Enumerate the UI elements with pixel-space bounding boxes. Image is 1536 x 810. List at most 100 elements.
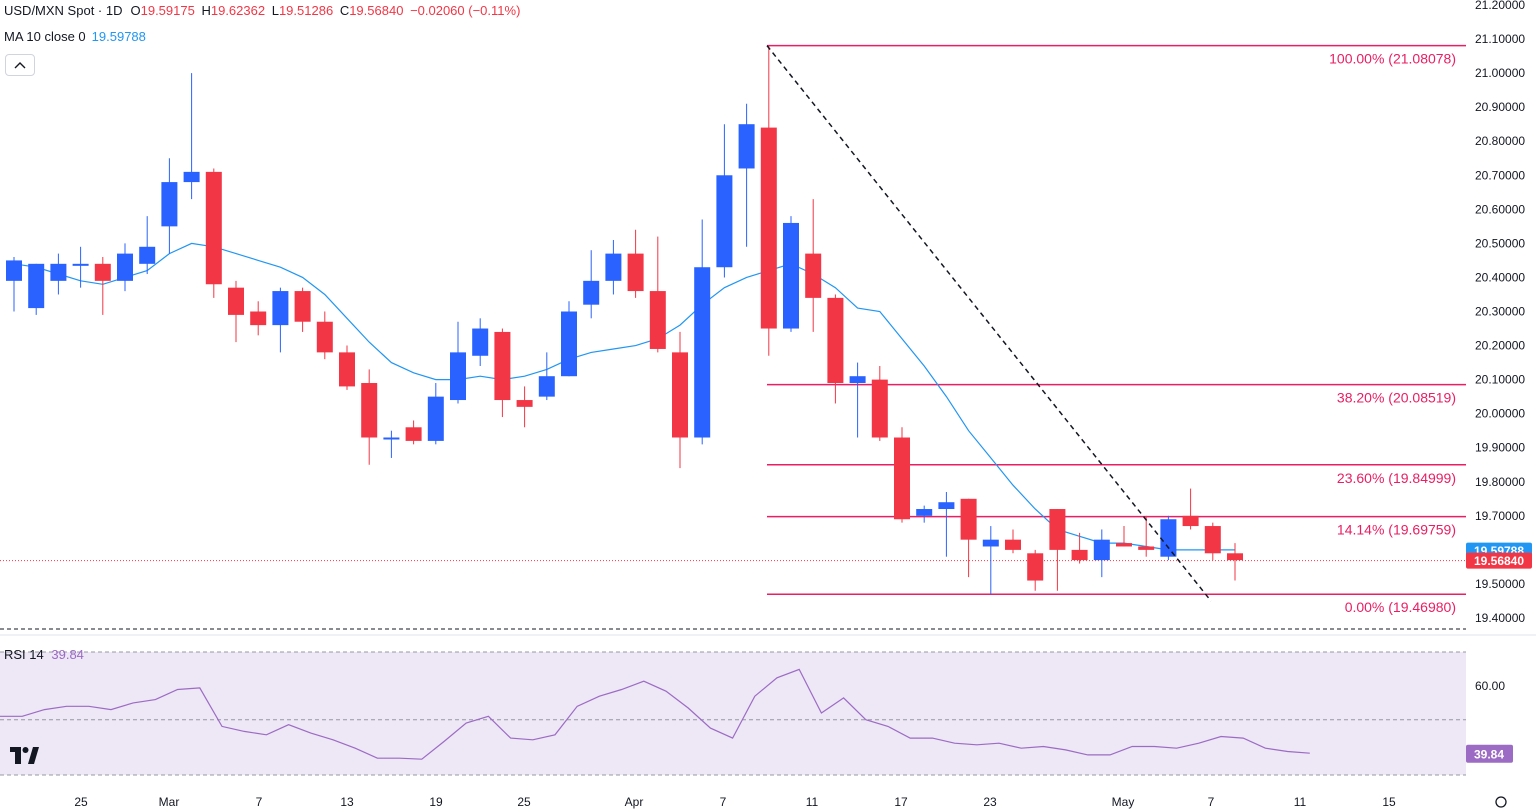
rsi-header[interactable]: RSI 14 39.84	[4, 647, 84, 662]
candle-body	[250, 311, 267, 326]
tradingview-logo-icon[interactable]	[8, 742, 40, 768]
candle-body	[827, 297, 844, 384]
collapse-legend-button[interactable]	[5, 54, 35, 76]
candle-body	[627, 253, 644, 292]
candle-body	[1182, 515, 1199, 527]
ma-header[interactable]: MA 10 close 0 19.59788	[4, 29, 149, 44]
y-tick-label: 21.10000	[1475, 32, 1525, 46]
price-axis-label: 19.56840	[1474, 554, 1524, 568]
candle-body	[672, 352, 688, 438]
x-tick-label: 25	[517, 795, 531, 809]
candle-body	[916, 509, 933, 516]
open-value: 19.59175	[140, 3, 195, 18]
y-tick-label: 20.30000	[1475, 305, 1525, 319]
candle-body	[1093, 539, 1110, 561]
candle-body	[1160, 519, 1177, 557]
y-tick-label: 21.00000	[1475, 66, 1525, 80]
fib-level-label: 14.14% (19.69759)	[1337, 522, 1456, 538]
x-tick-label: 7	[256, 795, 263, 809]
x-tick-label: 19	[429, 795, 443, 809]
y-tick-label: 20.70000	[1475, 168, 1525, 182]
y-tick-label: 19.40000	[1475, 611, 1525, 625]
rsi-band	[0, 652, 1466, 775]
rsi-axis-badge	[1466, 744, 1513, 763]
candle-body	[849, 376, 866, 384]
candle-body	[960, 498, 977, 540]
candle-body	[516, 400, 533, 407]
change-value: −0.02060 (−0.11%)	[410, 3, 521, 18]
rsi-line	[0, 668, 1310, 760]
symbol-header: USD/MXN Spot · 1D O19.59175 H19.62362 L19…	[4, 3, 523, 18]
close-value: 19.56840	[349, 3, 404, 18]
candle-body	[294, 291, 311, 322]
candle-body	[871, 379, 888, 438]
close-label: C	[339, 3, 350, 18]
candle-body	[361, 383, 378, 438]
candle-body	[72, 263, 89, 266]
rsi-value: 39.84	[51, 647, 84, 662]
x-tick-label: 11	[1294, 795, 1307, 809]
low-value: 19.51286	[278, 3, 334, 18]
candle-body	[183, 171, 200, 183]
candle-body	[161, 182, 178, 227]
price-axis-badge	[1466, 552, 1532, 569]
candle-body	[649, 291, 666, 349]
candle-body	[139, 246, 156, 264]
candle-body	[1027, 553, 1044, 581]
low-label: L	[271, 3, 279, 18]
candle-body	[94, 263, 111, 281]
candle-body	[228, 287, 244, 315]
candle-body	[28, 263, 45, 309]
candle-body	[472, 328, 489, 356]
y-tick-label: 19.70000	[1475, 509, 1525, 523]
y-tick-label: 20.90000	[1475, 100, 1525, 114]
candle-body	[783, 222, 799, 329]
high-value: 19.62362	[210, 3, 266, 18]
candle-body	[805, 253, 822, 298]
candle-body	[760, 127, 777, 329]
x-tick-label: May	[1112, 795, 1135, 809]
candle-body	[427, 396, 444, 441]
y-tick-label: 19.90000	[1475, 441, 1525, 455]
rsi-label: RSI 14	[4, 647, 44, 662]
x-tick-label: 17	[894, 795, 908, 809]
x-tick-label: 7	[720, 795, 727, 809]
settings-icon[interactable]	[1495, 796, 1507, 808]
y-tick-label: 20.20000	[1475, 339, 1525, 353]
fib-level-label: 0.00% (19.46980)	[1345, 599, 1456, 615]
ma-value: 19.59788	[91, 29, 146, 44]
high-label: H	[201, 3, 211, 18]
x-tick-label: Mar	[159, 795, 180, 809]
candle-body	[272, 291, 289, 326]
open-label: O	[130, 3, 141, 18]
candle-body	[583, 280, 600, 305]
ma-line	[13, 242, 1235, 551]
y-tick-label: 20.50000	[1475, 236, 1525, 250]
candle-body	[383, 437, 400, 440]
fib-level-label: 23.60% (19.84999)	[1337, 470, 1456, 486]
y-tick-label: 19.80000	[1475, 475, 1525, 489]
symbol-name[interactable]: USD/MXN Spot · 1D	[4, 3, 123, 18]
candle-body	[205, 171, 222, 285]
y-tick-label: 20.80000	[1475, 134, 1525, 148]
x-tick-label: 15	[1382, 795, 1396, 809]
candle-body	[117, 253, 133, 281]
trend-line	[766, 45, 1212, 602]
candle-body	[1116, 543, 1132, 547]
candle-body	[450, 352, 466, 401]
x-tick-label: 11	[806, 795, 819, 809]
candle-body	[316, 321, 333, 353]
chevron-up-icon	[14, 62, 26, 69]
x-tick-label: 13	[340, 795, 354, 809]
candle-body	[6, 260, 22, 281]
candle-body	[1005, 539, 1021, 550]
candle-body	[982, 539, 999, 547]
candle-body	[694, 267, 711, 438]
rsi-tick-label: 60.00	[1475, 679, 1505, 693]
y-tick-label: 20.60000	[1475, 202, 1525, 216]
x-tick-label: Apr	[625, 795, 644, 809]
fib-level-label: 38.20% (20.08519)	[1337, 390, 1456, 406]
rsi-axis-label: 39.84	[1474, 747, 1504, 761]
candle-body	[605, 253, 622, 281]
